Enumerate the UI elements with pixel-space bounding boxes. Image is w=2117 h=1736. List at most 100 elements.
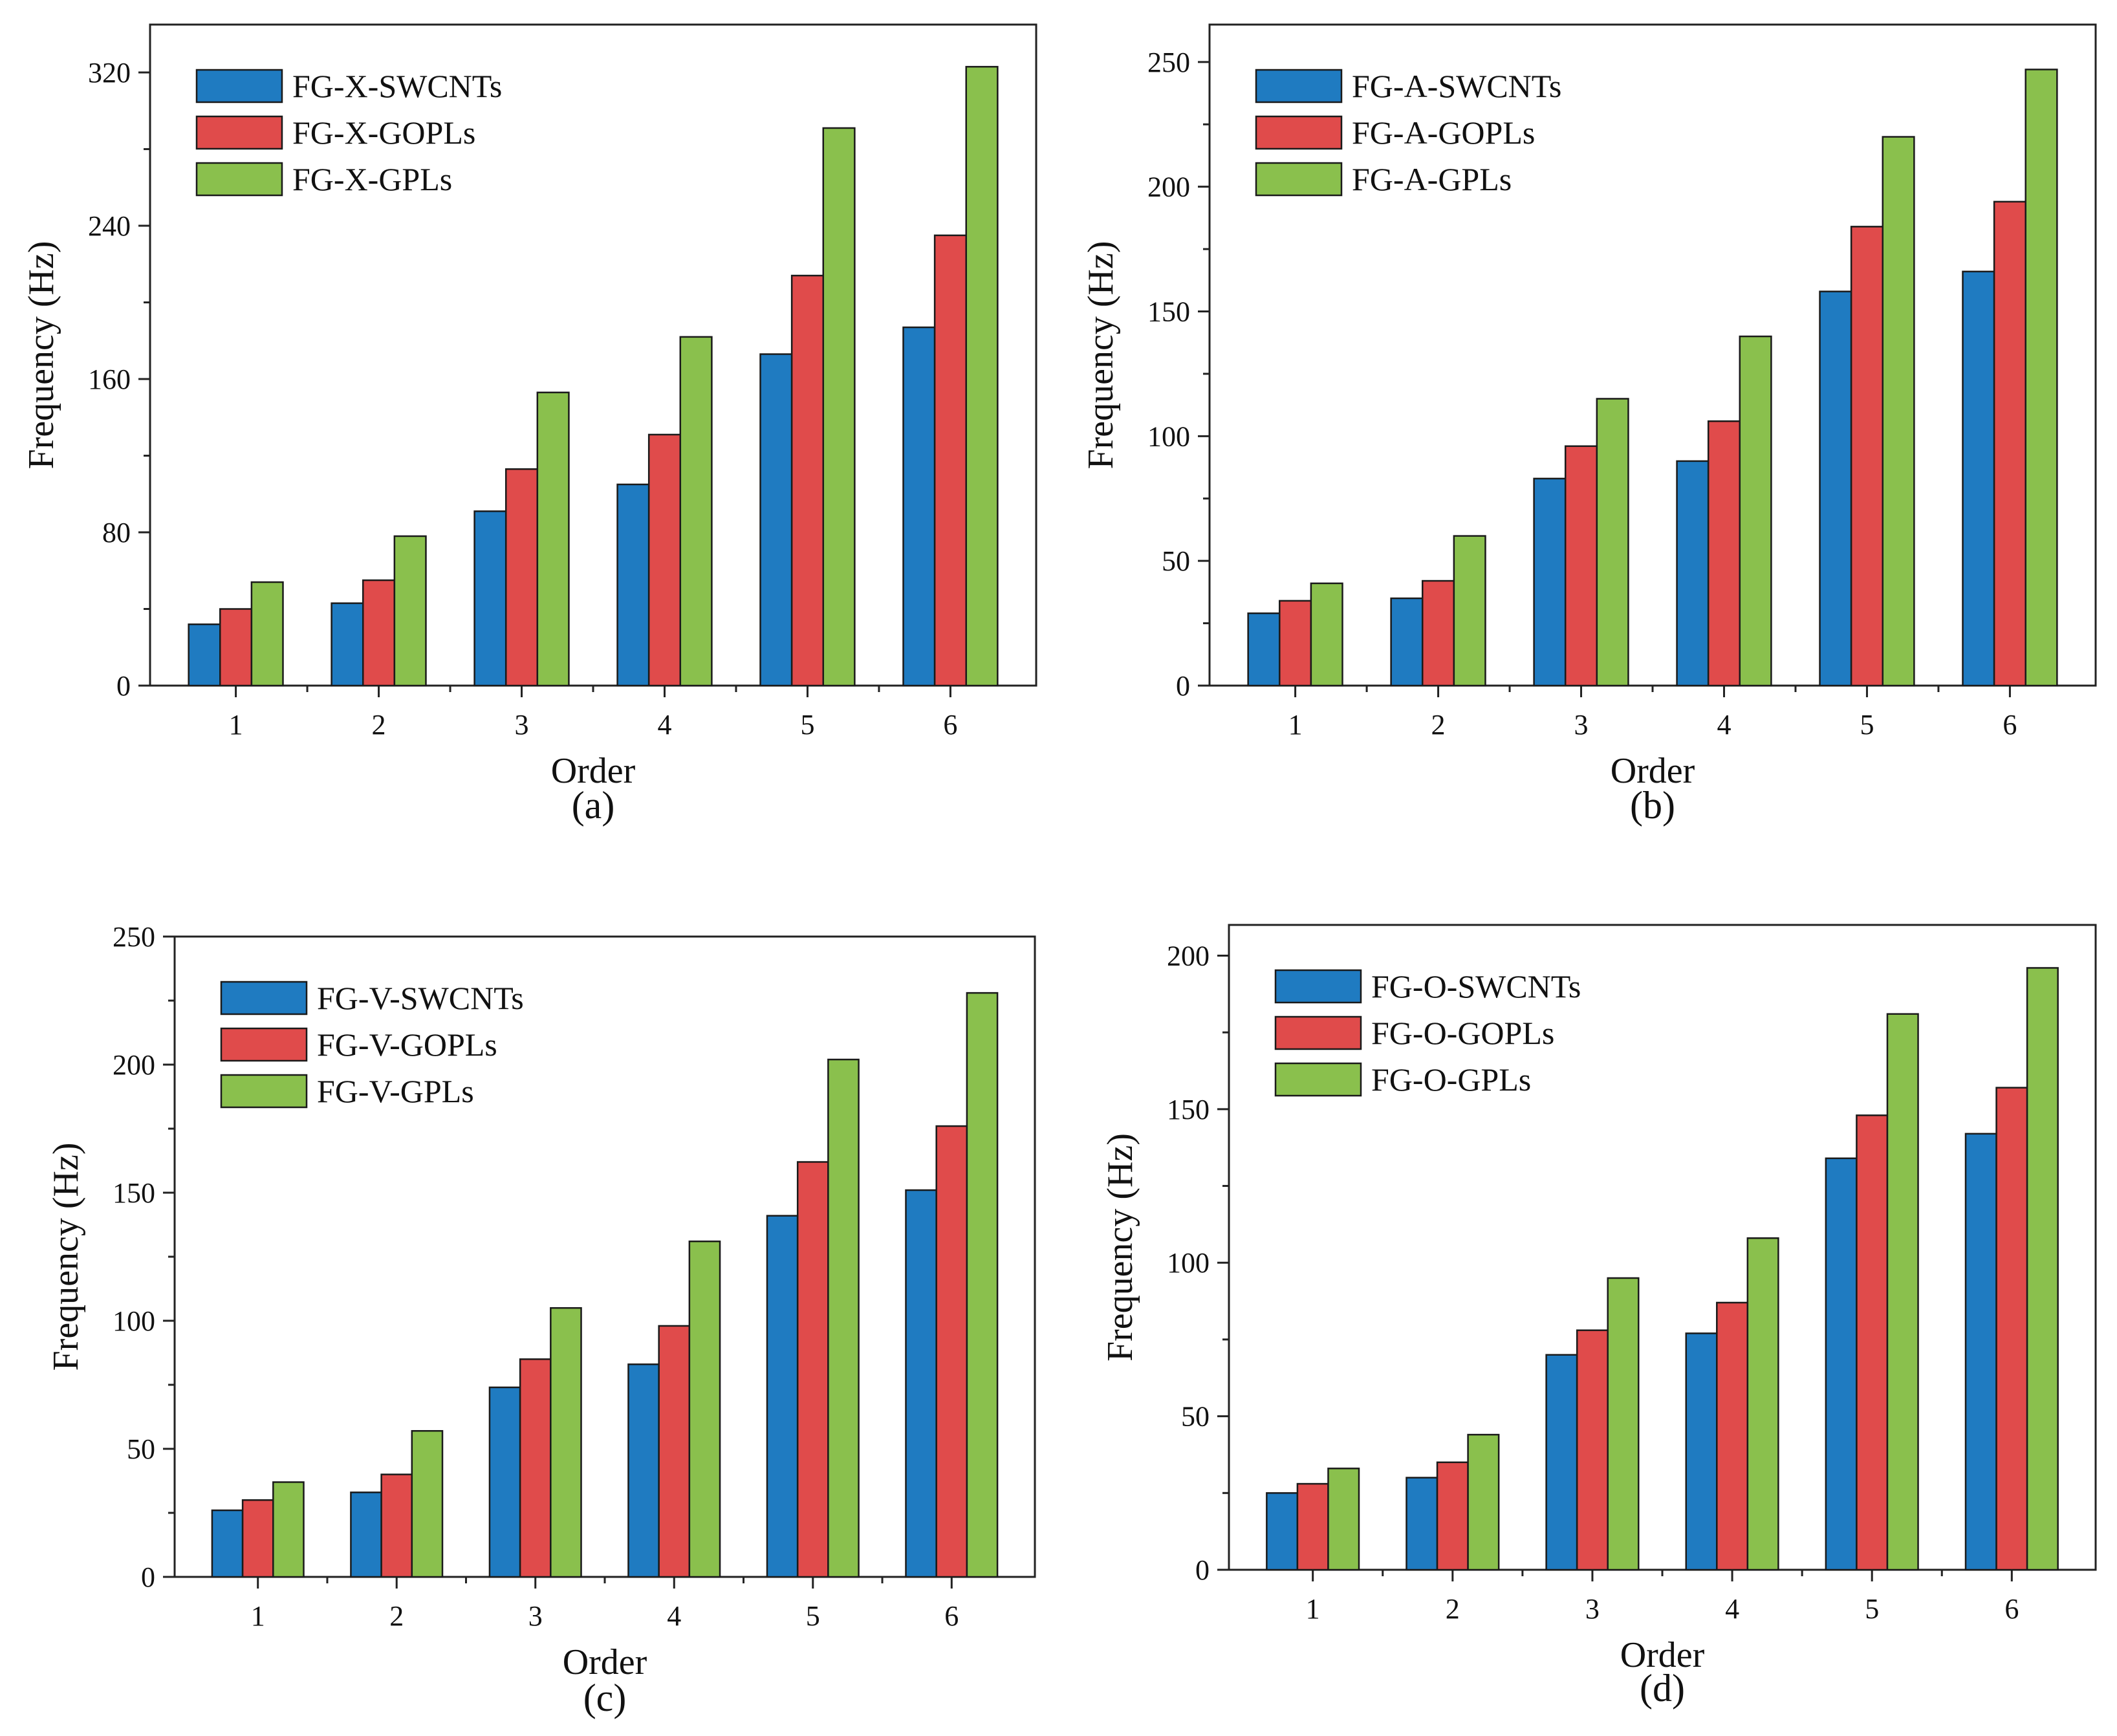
bar-fg-a-gpls-order-6 [2025,69,2058,687]
y-tick-label: 100 [1147,420,1190,452]
x-tick-label: 6 [2003,709,2017,741]
panel-label: (b) [1630,784,1675,827]
y-tick-label: 250 [113,921,155,953]
bar-fg-v-gopls-order-3 [519,1358,552,1578]
legend-swatch-fg-a-gpls [1255,162,1343,197]
bar-fg-o-gpls-order-1 [1327,1468,1360,1571]
y-tick-label: 80 [102,517,131,548]
y-tick-label: 320 [88,57,131,89]
bar-fg-o-gopls-order-2 [1436,1461,1469,1571]
y-tick-label: 150 [1147,296,1190,328]
bar-fg-a-swcnts-order-2 [1390,597,1424,687]
x-tick-label: 1 [229,709,243,741]
legend-swatch-fg-o-gpls [1274,1062,1362,1097]
x-tick-label: 4 [667,1600,681,1632]
x-tick-label: 1 [1306,1593,1320,1625]
bar-fg-o-gopls-order-3 [1576,1329,1609,1571]
legend-label: FG-X-GOPLs [292,114,475,151]
bar-fg-o-gopls-order-6 [1995,1087,2028,1571]
legend-swatch-fg-v-gopls [220,1027,308,1062]
bar-fg-v-swcnts-order-6 [905,1189,937,1578]
bar-fg-a-swcnts-order-1 [1247,612,1281,687]
bar-fg-x-swcnts-order-6 [902,326,936,687]
legend-label: FG-V-SWCNTs [317,980,524,1016]
x-tick-label: 4 [1717,709,1731,741]
x-axis-title: Order [1620,1635,1705,1675]
x-tick-label: 4 [657,709,671,741]
y-axis-title: Frequency (Hz) [1081,241,1121,470]
y-tick-label: 150 [113,1177,155,1209]
legend: FG-A-SWCNTs FG-A-GOPLs FG-A-GPLs [1255,68,1561,197]
bar-fg-x-gpls-order-4 [679,336,713,687]
bar-fg-a-swcnts-order-5 [1819,290,1852,687]
y-tick-label: 200 [113,1049,155,1081]
panel-label: (c) [583,1676,627,1719]
chart-panel-b: 0 50 100 150 200 250 1 2 3 4 5 6 Order Frequency (Hz)… [1081,23,2097,827]
bar-fg-a-gopls-order-3 [1564,445,1598,687]
y-tick-label: 0 [141,1561,155,1593]
legend-swatch-fg-x-gopls [195,115,283,150]
bar-fg-x-gopls-order-4 [647,433,682,687]
bar-fg-v-gopls-order-2 [380,1473,413,1578]
bar-fg-o-gopls-order-1 [1296,1482,1329,1571]
y-tick-label: 100 [1167,1247,1210,1279]
bar-fg-a-gopls-order-2 [1421,580,1455,687]
x-tick-label: 2 [1446,1593,1460,1625]
x-tick-label: 3 [1574,709,1589,741]
bar-fg-x-gopls-order-5 [790,274,825,687]
x-tick-label: 3 [1585,1593,1600,1625]
bar-fg-v-gpls-order-6 [966,992,999,1578]
bar-fg-o-gpls-order-2 [1467,1433,1500,1571]
x-tick-label: 5 [1865,1593,1879,1625]
legend-label: FG-O-GOPLs [1371,1015,1554,1051]
legend: FG-O-SWCNTs FG-O-GOPLs FG-O-GPLs [1274,968,1581,1098]
x-tick-label: 2 [1431,709,1446,741]
bar-fg-a-gopls-order-1 [1279,600,1312,687]
bar-fg-o-gopls-order-4 [1716,1301,1749,1571]
y-tick-label: 100 [113,1305,155,1337]
bar-fg-x-gpls-order-5 [822,127,856,687]
bar-fg-x-gopls-order-2 [362,579,396,687]
x-tick-label: 3 [515,709,529,741]
bar-fg-v-gpls-order-1 [272,1481,305,1578]
x-tick-label: 6 [944,1600,959,1632]
bar-fg-x-gpls-order-6 [965,65,999,687]
bar-fg-a-gopls-order-6 [1993,201,2026,687]
y-tick-label: 200 [1167,940,1210,971]
legend-label: FG-X-SWCNTs [292,68,502,104]
bar-fg-a-gpls-order-2 [1453,535,1486,687]
y-axis-title: Frequency (Hz) [21,241,61,470]
legend-swatch-fg-v-swcnts [220,981,308,1015]
y-tick-label: 250 [1147,47,1190,78]
chart-panel-c: 0 50 100 150 200 250 1 2 3 4 5 6 Order Frequency (Hz)… [46,921,1036,1719]
y-tick-label: 200 [1147,171,1190,203]
legend-swatch-fg-x-swcnts [195,69,283,103]
legend-label: FG-A-GPLs [1352,161,1512,197]
x-tick-label: 3 [528,1600,543,1632]
bar-fg-o-gpls-order-5 [1886,1013,1919,1571]
bar-fg-v-gopls-order-4 [658,1325,691,1578]
y-tick-label: 50 [1162,545,1190,577]
panel-label: (d) [1640,1667,1685,1709]
legend-label: FG-A-SWCNTs [1352,68,1561,104]
x-tick-label: 5 [806,1600,820,1632]
y-axis-title: Frequency (Hz) [1100,1133,1140,1362]
bar-fg-x-gpls-order-2 [393,535,427,687]
bar-fg-x-gopls-order-6 [933,234,967,687]
bar-fg-o-gpls-order-3 [1607,1277,1640,1571]
bar-fg-a-swcnts-order-6 [1962,270,1995,687]
legend-label: FG-X-GPLs [292,161,452,197]
bar-fg-a-gpls-order-4 [1739,335,1772,687]
bar-fg-o-swcnts-order-5 [1825,1157,1858,1571]
bar-fg-v-gpls-order-5 [827,1058,860,1578]
x-axis-title: Order [1611,751,1695,791]
chart-panel-d: 0 50 100 150 200 1 2 3 4 5 6 Order Frequency (Hz) FG-… [1100,924,2097,1709]
bar-fg-x-gopls-order-3 [505,468,539,687]
legend-swatch-fg-a-swcnts [1255,69,1343,103]
legend-swatch-fg-o-gopls [1274,1015,1362,1050]
y-tick-label: 50 [127,1433,155,1465]
bar-fg-x-swcnts-order-5 [759,353,793,687]
x-axis-title: Order [551,751,636,791]
bar-fg-v-swcnts-order-1 [211,1509,244,1578]
